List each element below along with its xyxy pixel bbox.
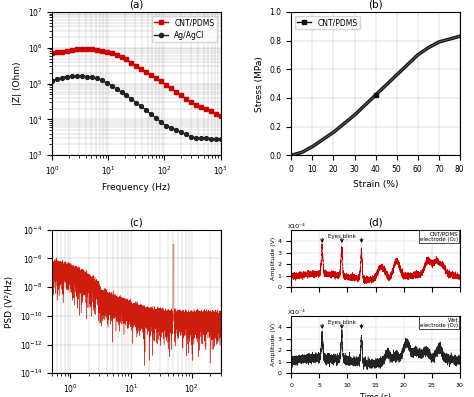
Y-axis label: Stress (MPa): Stress (MPa)	[255, 56, 264, 112]
Text: CNT/PDMS
electrode (O₂): CNT/PDMS electrode (O₂)	[420, 231, 458, 242]
Y-axis label: Amplitude (V): Amplitude (V)	[271, 323, 276, 366]
Text: Eyes blink: Eyes blink	[328, 234, 356, 239]
Y-axis label: Amplitude (V): Amplitude (V)	[271, 237, 276, 280]
Y-axis label: |Z| (Ohm): |Z| (Ohm)	[13, 62, 22, 105]
Text: Eyes blink: Eyes blink	[328, 320, 356, 326]
Text: Wet
electrode (O₂): Wet electrode (O₂)	[420, 318, 458, 328]
Title: (d): (d)	[368, 218, 383, 227]
X-axis label: Strain (%): Strain (%)	[353, 179, 398, 189]
Text: X10⁻⁴: X10⁻⁴	[288, 224, 306, 229]
Legend: CNT/PDMS, Ag/AgCl: CNT/PDMS, Ag/AgCl	[152, 16, 217, 42]
Y-axis label: PSD (V²/Hz): PSD (V²/Hz)	[5, 276, 14, 328]
Title: (b): (b)	[368, 0, 383, 10]
Title: (c): (c)	[129, 218, 143, 227]
Text: X10⁻⁴: X10⁻⁴	[288, 310, 306, 315]
Legend: CNT/PDMS: CNT/PDMS	[295, 16, 360, 29]
Title: (a): (a)	[129, 0, 144, 10]
X-axis label: Time (s): Time (s)	[360, 393, 391, 397]
X-axis label: Frequency (Hz): Frequency (Hz)	[102, 183, 171, 192]
